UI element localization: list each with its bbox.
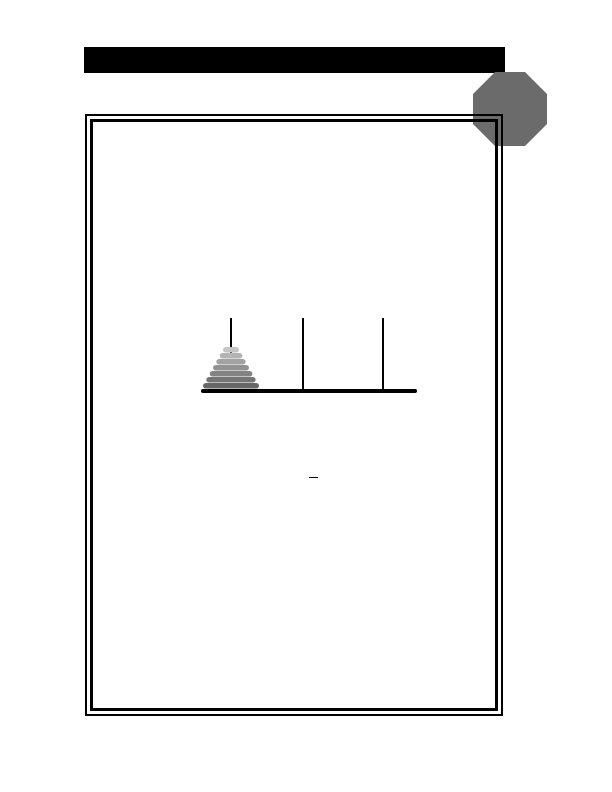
disk [216, 359, 246, 365]
disk [223, 347, 239, 353]
disk [203, 383, 259, 389]
header-bar [84, 47, 505, 73]
disk [213, 365, 249, 371]
tower-of-hanoi-illustration [201, 318, 417, 393]
dash-mark [309, 477, 318, 478]
octagon-icon [473, 72, 547, 146]
disk [219, 353, 243, 359]
page-frame [85, 114, 503, 716]
disk-stack [203, 347, 259, 389]
octagon-shape [473, 72, 547, 146]
puzzle-base [201, 389, 417, 393]
disk [209, 371, 253, 377]
disk [206, 377, 256, 383]
inner-frame [90, 119, 498, 711]
outer-frame [85, 114, 503, 716]
